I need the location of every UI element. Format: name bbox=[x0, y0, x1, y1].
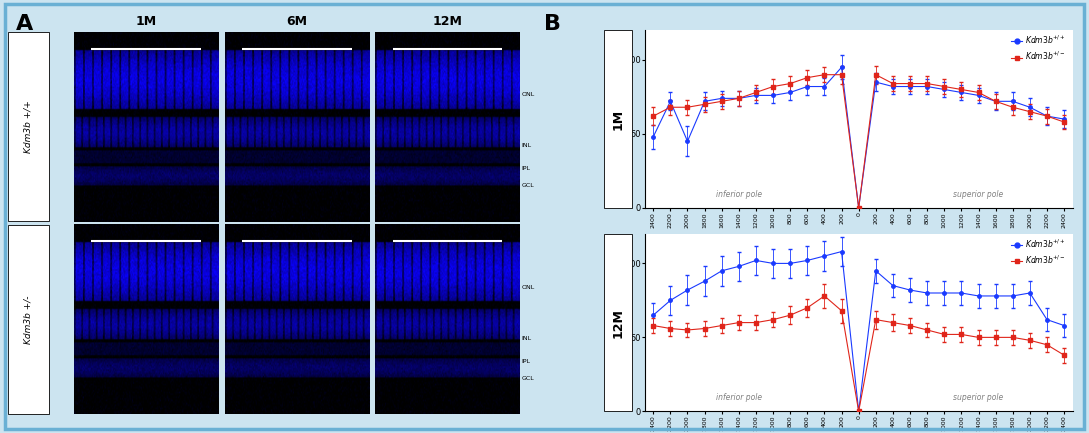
Text: ONL: ONL bbox=[522, 92, 535, 97]
Text: INL: INL bbox=[522, 336, 531, 341]
Text: 12M: 12M bbox=[432, 15, 463, 28]
Text: 6M: 6M bbox=[286, 15, 307, 28]
Text: GCL: GCL bbox=[522, 376, 535, 381]
Y-axis label: ONL thickness (μm): ONL thickness (μm) bbox=[612, 71, 622, 167]
Text: inferior pole: inferior pole bbox=[715, 394, 762, 403]
Legend: $\it{Kdm3b}$$^{+/+}$, $\it{Kdm3b}$$^{+/-}$: $\it{Kdm3b}$$^{+/+}$, $\it{Kdm3b}$$^{+/-… bbox=[1008, 234, 1068, 269]
Text: superior pole: superior pole bbox=[953, 190, 1004, 199]
Text: Kdm3b +/-: Kdm3b +/- bbox=[24, 295, 33, 344]
Text: B: B bbox=[544, 14, 562, 34]
Text: Kdm3b +/+: Kdm3b +/+ bbox=[24, 100, 33, 153]
Legend: $\it{Kdm3b}$$^{+/+}$, $\it{Kdm3b}$$^{+/-}$: $\it{Kdm3b}$$^{+/+}$, $\it{Kdm3b}$$^{+/-… bbox=[1008, 31, 1068, 65]
Text: 1M: 1M bbox=[612, 109, 624, 129]
Text: IPL: IPL bbox=[522, 359, 530, 364]
Text: 1M: 1M bbox=[135, 15, 157, 28]
Text: IPL: IPL bbox=[522, 166, 530, 171]
Text: INL: INL bbox=[522, 143, 531, 148]
Text: ONL: ONL bbox=[522, 284, 535, 290]
Y-axis label: ONL thickness (μm): ONL thickness (μm) bbox=[612, 275, 622, 371]
Text: A: A bbox=[16, 14, 34, 34]
Text: superior pole: superior pole bbox=[953, 394, 1004, 403]
Text: 12M: 12M bbox=[612, 308, 624, 337]
Text: GCL: GCL bbox=[522, 183, 535, 188]
Text: inferior pole: inferior pole bbox=[715, 190, 762, 199]
